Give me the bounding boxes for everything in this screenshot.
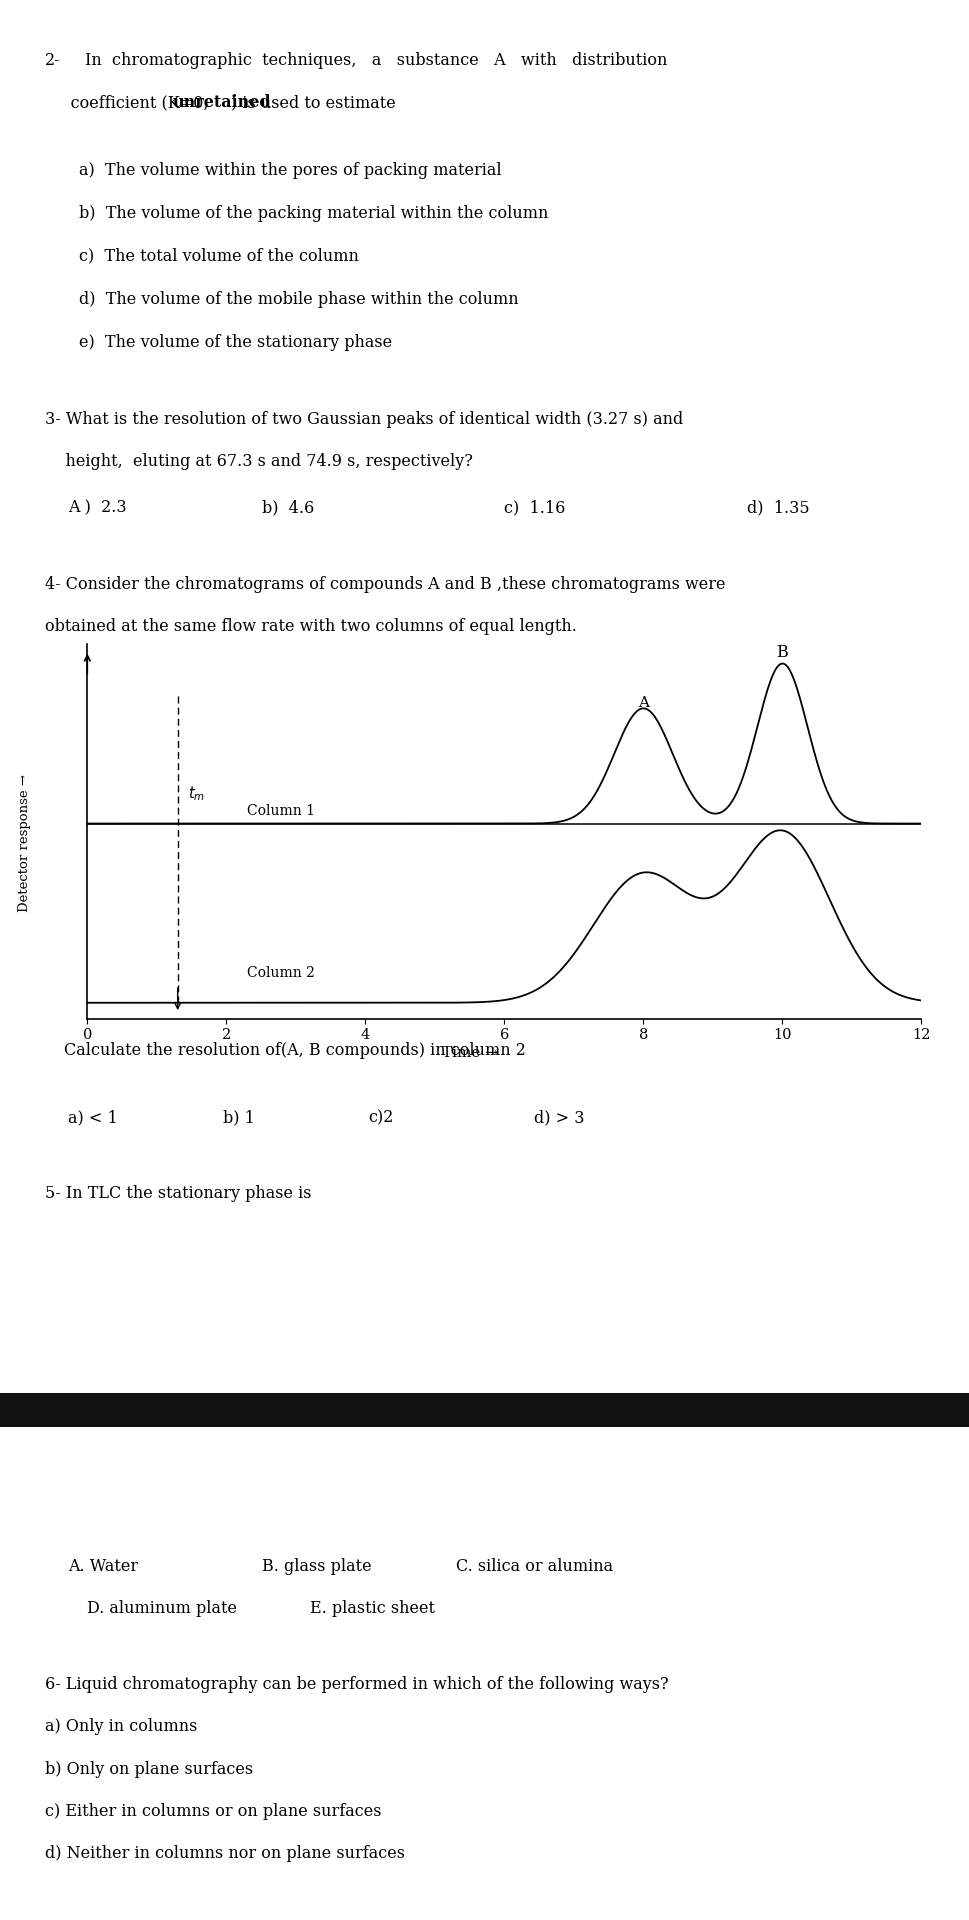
Text: A: A (638, 695, 648, 710)
Text: E. plastic sheet: E. plastic sheet (310, 1599, 435, 1617)
Text: a)  The volume within the pores of packing material: a) The volume within the pores of packin… (78, 161, 501, 179)
Text: 6- Liquid chromatography can be performed in which of the following ways?: 6- Liquid chromatography can be performe… (45, 1676, 668, 1693)
Text: A. Water: A. Water (68, 1557, 138, 1574)
Text: coefficient (K=0,: coefficient (K=0, (45, 94, 213, 111)
Text: 3- What is the resolution of two Gaussian peaks of identical width (3.27 s) and: 3- What is the resolution of two Gaussia… (45, 411, 682, 428)
Text: Column 1: Column 1 (247, 804, 315, 818)
Text: d) > 3: d) > 3 (533, 1110, 583, 1127)
Text: Column 2: Column 2 (247, 966, 315, 981)
Text: e)  The volume of the stationary phase: e) The volume of the stationary phase (78, 334, 391, 351)
Text: a) < 1: a) < 1 (68, 1110, 117, 1127)
Text: Calculate the resolution of(A, B compounds) in column 2: Calculate the resolution of(A, B compoun… (64, 1043, 525, 1058)
Text: d)  The volume of the mobile phase within the column: d) The volume of the mobile phase within… (78, 292, 517, 307)
Text: B: B (776, 643, 788, 660)
Text: C. silica or alumina: C. silica or alumina (455, 1557, 612, 1574)
Text: 5- In TLC the stationary phase is: 5- In TLC the stationary phase is (45, 1185, 311, 1202)
Text: unretained: unretained (172, 94, 271, 111)
Text: d)  1.35: d) 1.35 (746, 499, 809, 516)
Text: c)2: c)2 (368, 1110, 393, 1127)
Text: 4- Consider the chromatograms of compounds A and B ,these chromatograms were: 4- Consider the chromatograms of compoun… (45, 576, 725, 593)
Text: D. aluminum plate: D. aluminum plate (87, 1599, 237, 1617)
Text: c)  The total volume of the column: c) The total volume of the column (78, 248, 359, 265)
Text: ) is used to estimate: ) is used to estimate (232, 94, 395, 111)
Bar (0, 1392, 969, 1427)
Text: B. glass plate: B. glass plate (262, 1557, 371, 1574)
Text: a) Only in columns: a) Only in columns (45, 1718, 197, 1736)
Text: b)  4.6: b) 4.6 (262, 499, 314, 516)
Text: b)  The volume of the packing material within the column: b) The volume of the packing material wi… (78, 205, 547, 221)
Text: In  chromatographic  techniques,   a   substance   A   with   distribution: In chromatographic techniques, a substan… (85, 52, 667, 69)
Text: b) 1: b) 1 (223, 1110, 255, 1127)
Text: Time →: Time → (441, 1046, 497, 1060)
Text: c)  1.16: c) 1.16 (504, 499, 565, 516)
Text: d) Neither in columns nor on plane surfaces: d) Neither in columns nor on plane surfa… (45, 1845, 404, 1862)
Text: 2-: 2- (45, 52, 60, 69)
Text: height,  eluting at 67.3 s and 74.9 s, respectively?: height, eluting at 67.3 s and 74.9 s, re… (45, 453, 472, 470)
Text: b) Only on plane surfaces: b) Only on plane surfaces (45, 1761, 253, 1778)
Text: Detector response →: Detector response → (18, 774, 31, 912)
Text: c) Either in columns or on plane surfaces: c) Either in columns or on plane surface… (45, 1803, 381, 1820)
Text: obtained at the same flow rate with two columns of equal length.: obtained at the same flow rate with two … (45, 618, 576, 636)
Text: $t_m$: $t_m$ (188, 783, 204, 803)
Text: A )  2.3: A ) 2.3 (68, 499, 126, 516)
